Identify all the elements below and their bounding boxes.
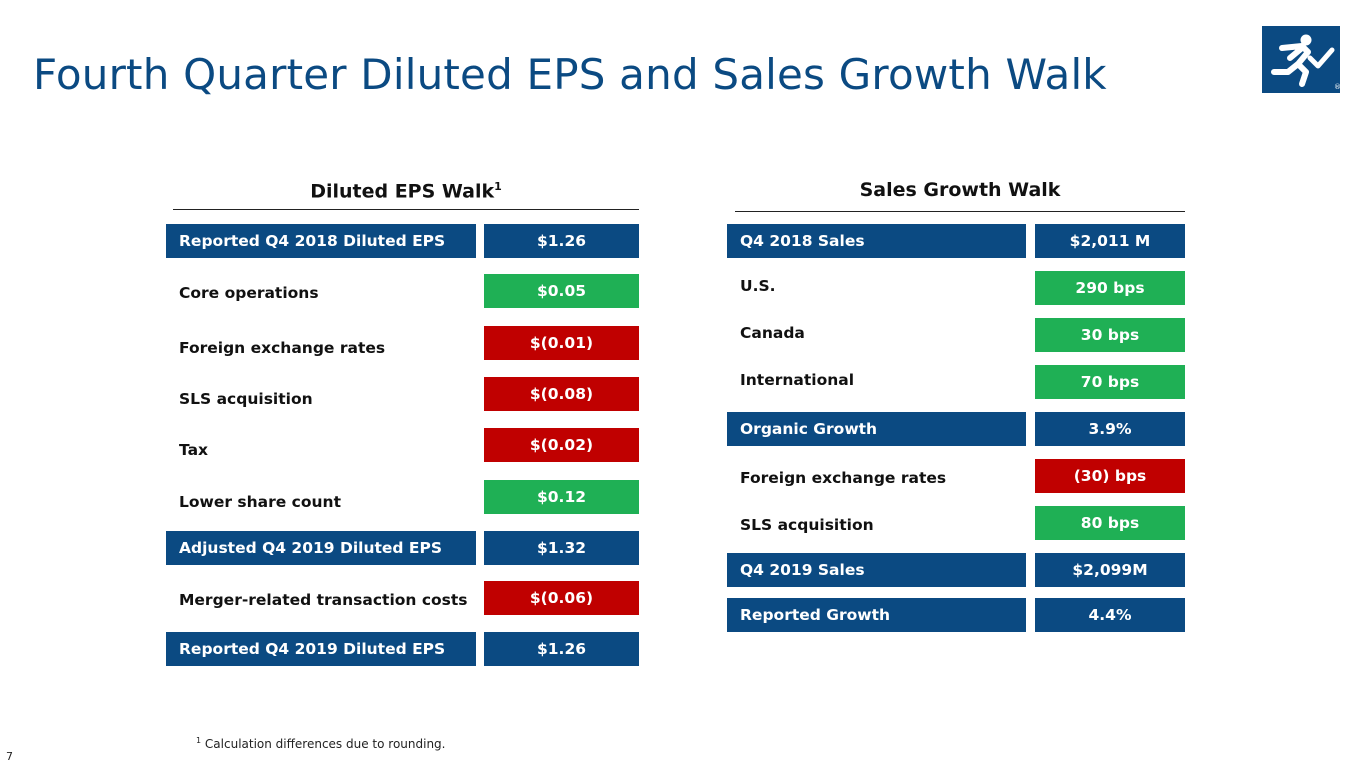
sales-walk-row-value: $2,011 M	[1035, 224, 1185, 258]
eps-walk-rule	[173, 209, 639, 210]
eps-walk-row-label: Reported Q4 2019 Diluted EPS	[166, 632, 476, 666]
sales-walk-row-label: Organic Growth	[727, 412, 1026, 446]
sales-walk-row-label: International	[740, 371, 855, 389]
sales-walk-row-label: Q4 2018 Sales	[727, 224, 1026, 258]
eps-walk-row-value: $1.26	[484, 224, 639, 258]
footnote: 1 Calculation differences due to roundin…	[196, 736, 445, 751]
eps-walk-row-label: Core operations	[179, 284, 319, 302]
footnote-marker: 1	[196, 736, 202, 745]
sales-walk-row-label: Q4 2019 Sales	[727, 553, 1026, 587]
sales-walk-row-value: $2,099M	[1035, 553, 1185, 587]
eps-walk-row-value: $0.05	[484, 274, 639, 308]
eps-walk-heading: Diluted EPS Walk1	[173, 180, 639, 202]
sales-walk-row-label: Reported Growth	[727, 598, 1026, 632]
sales-walk-row-value: 30 bps	[1035, 318, 1185, 352]
eps-walk-row-value: $0.12	[484, 480, 639, 514]
eps-walk-row-value: $(0.08)	[484, 377, 639, 411]
eps-walk-heading-sup: 1	[494, 180, 502, 193]
svg-text:®: ®	[1334, 83, 1340, 91]
eps-walk-row-value: $(0.06)	[484, 581, 639, 615]
eps-walk-row-label: Reported Q4 2018 Diluted EPS	[166, 224, 476, 258]
eps-walk-row-label: Lower share count	[179, 493, 341, 511]
sales-walk-row-value: 3.9%	[1035, 412, 1185, 446]
company-logo: ®	[1262, 26, 1340, 93]
eps-walk-row-label: Adjusted Q4 2019 Diluted EPS	[166, 531, 476, 565]
eps-walk-row-label: Foreign exchange rates	[179, 339, 386, 357]
sales-walk-row-label: Canada	[740, 324, 805, 342]
eps-walk-row-value: $(0.01)	[484, 326, 639, 360]
sales-walk-row-value: 70 bps	[1035, 365, 1185, 399]
page-number: 7	[6, 750, 13, 763]
eps-walk-heading-text: Diluted EPS Walk	[310, 180, 495, 203]
sales-walk-rule	[735, 211, 1185, 212]
eps-walk-row-label: Tax	[179, 441, 209, 459]
eps-walk-row-value: $1.26	[484, 632, 639, 666]
sales-walk-row-value: (30) bps	[1035, 459, 1185, 493]
eps-walk-row-value: $1.32	[484, 531, 639, 565]
sales-walk-row-label: U.S.	[740, 277, 776, 295]
eps-walk-row-value: $(0.02)	[484, 428, 639, 462]
eps-walk-row-label: Merger-related transaction costs	[179, 591, 468, 609]
sales-walk-row-label: Foreign exchange rates	[740, 469, 947, 487]
sales-walk-row-label: SLS acquisition	[740, 516, 874, 534]
footnote-text: Calculation differences due to rounding.	[204, 737, 446, 751]
sales-walk-row-value: 290 bps	[1035, 271, 1185, 305]
sales-walk-heading: Sales Growth Walk	[859, 179, 1061, 201]
page-title: Fourth Quarter Diluted EPS and Sales Gro…	[33, 50, 1107, 99]
eps-walk-row-label: SLS acquisition	[179, 390, 313, 408]
runner-checkmark-icon: ®	[1271, 34, 1340, 91]
sales-walk-row-value: 80 bps	[1035, 506, 1185, 540]
sales-walk-row-value: 4.4%	[1035, 598, 1185, 632]
